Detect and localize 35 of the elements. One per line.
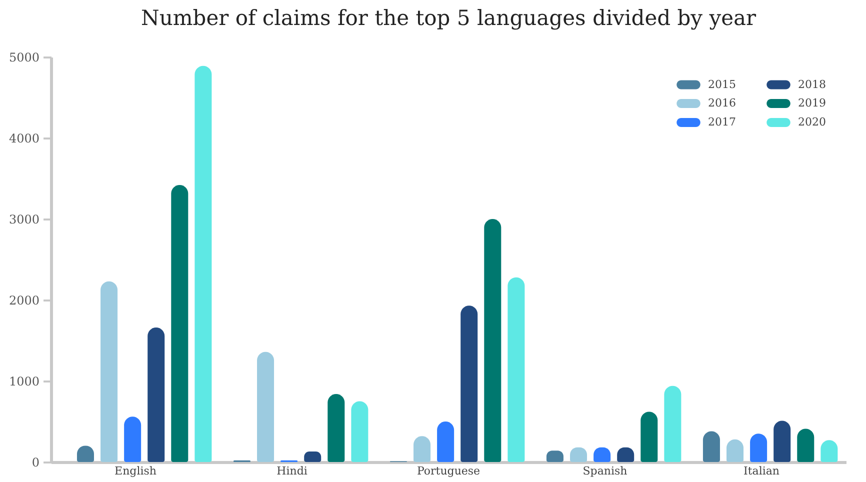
bar xyxy=(640,412,658,462)
bar xyxy=(124,416,142,462)
bar xyxy=(194,66,212,462)
y-tick-label: 2000 xyxy=(8,294,40,308)
bar xyxy=(508,277,525,462)
bar xyxy=(437,422,454,462)
y-tick-label: 5000 xyxy=(8,50,40,64)
x-tick-label: Portuguese xyxy=(416,464,480,478)
bar xyxy=(257,352,274,462)
legend-label: 2016 xyxy=(708,96,736,110)
bar xyxy=(171,184,188,462)
bar xyxy=(702,431,720,462)
x-tick-label: English xyxy=(114,464,156,478)
legend-label: 2019 xyxy=(798,96,826,110)
bar xyxy=(484,219,502,462)
legend-label: 2015 xyxy=(708,78,736,91)
x-tick-label: Italian xyxy=(743,464,780,478)
chart-title: Number of claims for the top 5 languages divided by year xyxy=(140,6,758,30)
bar xyxy=(328,394,345,462)
legend-label: 2017 xyxy=(708,116,736,128)
legend-label: 2020 xyxy=(798,116,826,128)
y-tick-label: 4000 xyxy=(8,132,40,146)
bar xyxy=(797,428,814,462)
bar xyxy=(664,386,682,462)
y-tick-label: 1000 xyxy=(8,374,40,388)
bar xyxy=(100,281,118,462)
bar xyxy=(460,306,478,462)
y-tick-label: 3000 xyxy=(8,212,40,226)
x-tick-label: Spanish xyxy=(582,464,628,478)
bar xyxy=(351,401,368,462)
legend-label: 2018 xyxy=(798,78,826,91)
bar xyxy=(148,328,165,462)
y-tick-label: 0 xyxy=(32,456,40,470)
x-tick-label: Hindi xyxy=(276,464,308,478)
bar xyxy=(774,420,791,462)
